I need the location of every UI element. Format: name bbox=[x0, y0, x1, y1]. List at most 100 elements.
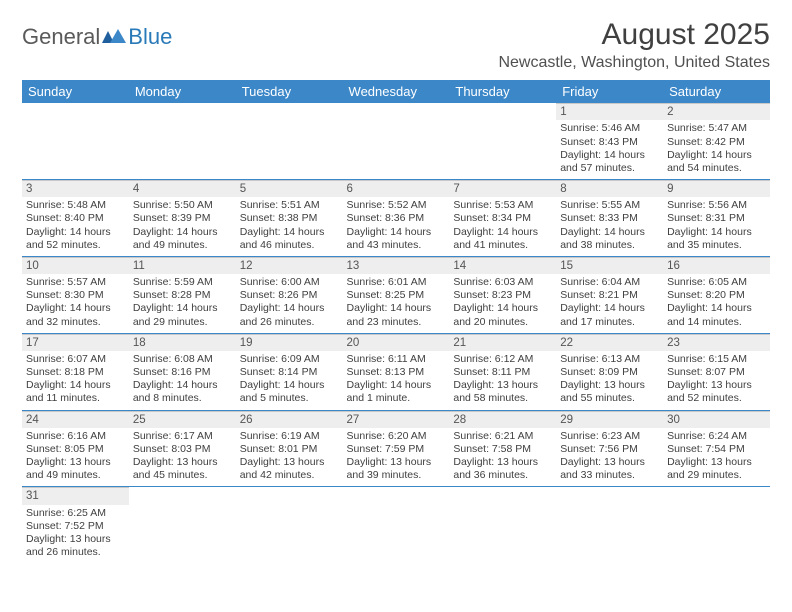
day-number: 30 bbox=[663, 411, 770, 428]
day-info-line: Sunset: 8:23 PM bbox=[453, 289, 552, 302]
day-info-line: Sunrise: 5:46 AM bbox=[560, 122, 659, 135]
calendar-cell: 5Sunrise: 5:51 AMSunset: 8:38 PMDaylight… bbox=[236, 179, 343, 256]
day-number: 19 bbox=[236, 334, 343, 351]
calendar-week-row: 3Sunrise: 5:48 AMSunset: 8:40 PMDaylight… bbox=[22, 179, 770, 256]
day-info-line: and 26 minutes. bbox=[26, 546, 125, 559]
day-body: Sunrise: 6:08 AMSunset: 8:16 PMDaylight:… bbox=[129, 351, 236, 410]
day-info-line: Sunrise: 5:52 AM bbox=[347, 199, 446, 212]
day-info-line: Sunrise: 6:11 AM bbox=[347, 353, 446, 366]
calendar-cell: 30Sunrise: 6:24 AMSunset: 7:54 PMDayligh… bbox=[663, 410, 770, 487]
day-info-line: Sunset: 8:43 PM bbox=[560, 136, 659, 149]
day-info-line: Sunrise: 6:19 AM bbox=[240, 430, 339, 443]
day-info-line: Daylight: 14 hours bbox=[240, 226, 339, 239]
day-info-line: Daylight: 14 hours bbox=[240, 302, 339, 315]
calendar-cell bbox=[556, 487, 663, 563]
calendar-week-row: 1Sunrise: 5:46 AMSunset: 8:43 PMDaylight… bbox=[22, 103, 770, 179]
day-info-line: Sunset: 7:59 PM bbox=[347, 443, 446, 456]
day-body: Sunrise: 6:19 AMSunset: 8:01 PMDaylight:… bbox=[236, 428, 343, 487]
day-info-line: Daylight: 14 hours bbox=[26, 379, 125, 392]
day-body: Sunrise: 6:07 AMSunset: 8:18 PMDaylight:… bbox=[22, 351, 129, 410]
day-body: Sunrise: 5:50 AMSunset: 8:39 PMDaylight:… bbox=[129, 197, 236, 256]
day-number: 29 bbox=[556, 411, 663, 428]
day-header-row: Sunday Monday Tuesday Wednesday Thursday… bbox=[22, 80, 770, 103]
day-number: 8 bbox=[556, 180, 663, 197]
day-info-line: and 43 minutes. bbox=[347, 239, 446, 252]
day-info-line: and 54 minutes. bbox=[667, 162, 766, 175]
day-info-line: Sunrise: 6:17 AM bbox=[133, 430, 232, 443]
day-info-line: Sunset: 8:28 PM bbox=[133, 289, 232, 302]
day-body: Sunrise: 6:13 AMSunset: 8:09 PMDaylight:… bbox=[556, 351, 663, 410]
calendar-cell: 29Sunrise: 6:23 AMSunset: 7:56 PMDayligh… bbox=[556, 410, 663, 487]
day-info-line: Sunset: 8:21 PM bbox=[560, 289, 659, 302]
day-info-line: Sunrise: 6:08 AM bbox=[133, 353, 232, 366]
day-info-line: Sunset: 8:14 PM bbox=[240, 366, 339, 379]
day-info-line: and 1 minute. bbox=[347, 392, 446, 405]
day-body: Sunrise: 5:52 AMSunset: 8:36 PMDaylight:… bbox=[343, 197, 450, 256]
day-info-line: Sunset: 8:11 PM bbox=[453, 366, 552, 379]
day-info-line: Sunrise: 6:24 AM bbox=[667, 430, 766, 443]
day-info-line: Daylight: 14 hours bbox=[133, 379, 232, 392]
day-body: Sunrise: 6:09 AMSunset: 8:14 PMDaylight:… bbox=[236, 351, 343, 410]
calendar-cell: 22Sunrise: 6:13 AMSunset: 8:09 PMDayligh… bbox=[556, 333, 663, 410]
day-info-line: and 55 minutes. bbox=[560, 392, 659, 405]
day-number: 10 bbox=[22, 257, 129, 274]
day-info-line: Daylight: 14 hours bbox=[667, 149, 766, 162]
calendar-cell: 13Sunrise: 6:01 AMSunset: 8:25 PMDayligh… bbox=[343, 256, 450, 333]
day-body: Sunrise: 6:15 AMSunset: 8:07 PMDaylight:… bbox=[663, 351, 770, 410]
day-info-line: Daylight: 13 hours bbox=[347, 456, 446, 469]
calendar-cell: 15Sunrise: 6:04 AMSunset: 8:21 PMDayligh… bbox=[556, 256, 663, 333]
calendar-cell bbox=[236, 487, 343, 563]
day-number: 4 bbox=[129, 180, 236, 197]
day-body: Sunrise: 6:24 AMSunset: 7:54 PMDaylight:… bbox=[663, 428, 770, 487]
calendar-cell: 2Sunrise: 5:47 AMSunset: 8:42 PMDaylight… bbox=[663, 103, 770, 179]
day-info-line: Sunset: 8:03 PM bbox=[133, 443, 232, 456]
day-number: 14 bbox=[449, 257, 556, 274]
day-info-line: and 41 minutes. bbox=[453, 239, 552, 252]
day-number: 17 bbox=[22, 334, 129, 351]
day-info-line: and 52 minutes. bbox=[667, 392, 766, 405]
calendar-cell: 18Sunrise: 6:08 AMSunset: 8:16 PMDayligh… bbox=[129, 333, 236, 410]
day-info-line: Sunrise: 6:01 AM bbox=[347, 276, 446, 289]
day-body: Sunrise: 5:59 AMSunset: 8:28 PMDaylight:… bbox=[129, 274, 236, 333]
day-number: 7 bbox=[449, 180, 556, 197]
calendar-cell: 28Sunrise: 6:21 AMSunset: 7:58 PMDayligh… bbox=[449, 410, 556, 487]
day-info-line: Sunset: 8:09 PM bbox=[560, 366, 659, 379]
day-info-line: and 29 minutes. bbox=[667, 469, 766, 482]
day-info-line: and 17 minutes. bbox=[560, 316, 659, 329]
day-info-line: Daylight: 14 hours bbox=[560, 302, 659, 315]
day-info-line: Sunrise: 5:51 AM bbox=[240, 199, 339, 212]
day-body: Sunrise: 6:03 AMSunset: 8:23 PMDaylight:… bbox=[449, 274, 556, 333]
day-info-line: Sunrise: 6:16 AM bbox=[26, 430, 125, 443]
day-number: 18 bbox=[129, 334, 236, 351]
calendar-cell: 1Sunrise: 5:46 AMSunset: 8:43 PMDaylight… bbox=[556, 103, 663, 179]
day-body: Sunrise: 6:20 AMSunset: 7:59 PMDaylight:… bbox=[343, 428, 450, 487]
day-number: 31 bbox=[22, 487, 129, 504]
calendar-cell: 16Sunrise: 6:05 AMSunset: 8:20 PMDayligh… bbox=[663, 256, 770, 333]
day-info-line: Sunrise: 5:57 AM bbox=[26, 276, 125, 289]
day-info-line: Sunrise: 5:47 AM bbox=[667, 122, 766, 135]
day-info-line: Sunrise: 6:23 AM bbox=[560, 430, 659, 443]
day-info-line: and 32 minutes. bbox=[26, 316, 125, 329]
calendar-table: Sunday Monday Tuesday Wednesday Thursday… bbox=[22, 80, 770, 563]
header: General Blue August 2025 Newcastle, Wash… bbox=[22, 18, 770, 72]
day-number: 20 bbox=[343, 334, 450, 351]
day-info-line: Daylight: 13 hours bbox=[26, 533, 125, 546]
day-number: 2 bbox=[663, 103, 770, 120]
day-info-line: Sunset: 8:20 PM bbox=[667, 289, 766, 302]
day-body: Sunrise: 6:11 AMSunset: 8:13 PMDaylight:… bbox=[343, 351, 450, 410]
day-body: Sunrise: 5:46 AMSunset: 8:43 PMDaylight:… bbox=[556, 120, 663, 179]
day-info-line: Daylight: 13 hours bbox=[667, 379, 766, 392]
day-number: 3 bbox=[22, 180, 129, 197]
day-info-line: Sunrise: 5:56 AM bbox=[667, 199, 766, 212]
day-number: 6 bbox=[343, 180, 450, 197]
day-info-line: Daylight: 13 hours bbox=[453, 456, 552, 469]
day-body: Sunrise: 6:00 AMSunset: 8:26 PMDaylight:… bbox=[236, 274, 343, 333]
calendar-week-row: 31Sunrise: 6:25 AMSunset: 7:52 PMDayligh… bbox=[22, 487, 770, 563]
day-number: 9 bbox=[663, 180, 770, 197]
day-info-line: Daylight: 14 hours bbox=[133, 302, 232, 315]
day-header: Friday bbox=[556, 80, 663, 103]
day-header: Saturday bbox=[663, 80, 770, 103]
day-info-line: and 38 minutes. bbox=[560, 239, 659, 252]
calendar-cell: 20Sunrise: 6:11 AMSunset: 8:13 PMDayligh… bbox=[343, 333, 450, 410]
day-info-line: and 46 minutes. bbox=[240, 239, 339, 252]
